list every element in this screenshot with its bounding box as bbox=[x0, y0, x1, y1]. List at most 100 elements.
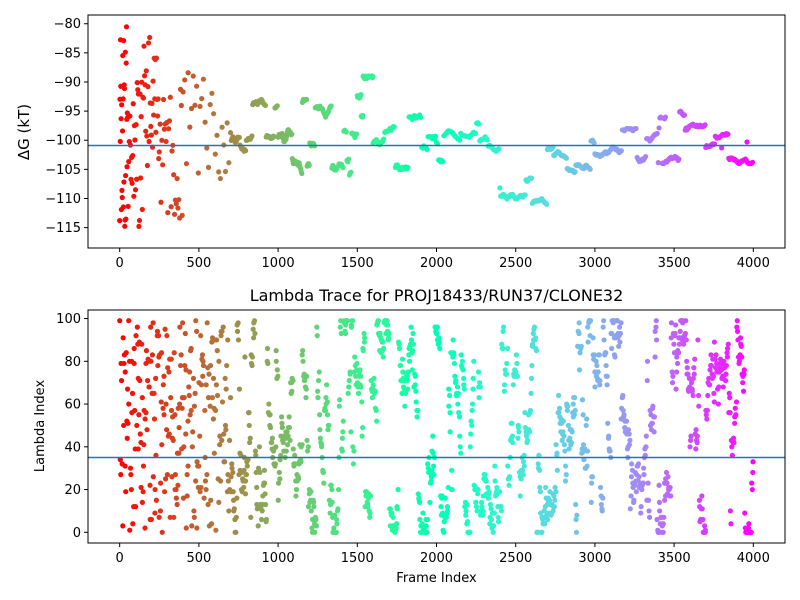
delta-g-point bbox=[151, 112, 157, 118]
lambda-point bbox=[573, 501, 579, 508]
lambda-point bbox=[371, 375, 377, 382]
delta-g-point bbox=[175, 205, 181, 211]
lambda-point bbox=[638, 510, 644, 516]
lambda-point bbox=[293, 486, 300, 493]
lambda-point bbox=[186, 384, 192, 390]
lambda-point bbox=[217, 433, 223, 439]
lambda-point bbox=[434, 324, 440, 330]
lambda-point bbox=[537, 484, 543, 491]
delta-g-point bbox=[134, 80, 140, 86]
lambda-point bbox=[468, 418, 474, 424]
lambda-point bbox=[603, 350, 609, 356]
lambda-point bbox=[419, 521, 425, 527]
lambda-point bbox=[688, 433, 694, 439]
lambda-point bbox=[470, 375, 476, 382]
lambda-point bbox=[246, 410, 252, 416]
lambda-point bbox=[314, 324, 320, 330]
lambda-point bbox=[470, 386, 476, 392]
lambda-point bbox=[257, 469, 263, 476]
lambda-point bbox=[380, 339, 386, 345]
lambda-point bbox=[461, 386, 467, 392]
lambda-point bbox=[242, 354, 248, 360]
lambda-point bbox=[313, 516, 319, 523]
lambda-point bbox=[413, 388, 419, 394]
lambda-point bbox=[166, 369, 172, 375]
lambda-point bbox=[162, 326, 168, 332]
lambda-point bbox=[148, 516, 155, 523]
lambda-point bbox=[250, 326, 256, 332]
lambda-point bbox=[616, 343, 622, 349]
delta-g-point bbox=[125, 203, 131, 210]
delta-g-point bbox=[591, 140, 597, 146]
delta-g-point bbox=[654, 130, 660, 137]
lambda-point bbox=[464, 519, 471, 525]
lambda-point bbox=[469, 422, 475, 429]
lambda-point bbox=[355, 390, 362, 396]
lambda-point bbox=[517, 493, 523, 499]
delta-g-point bbox=[141, 43, 147, 49]
lambda-point bbox=[124, 435, 130, 441]
lambda-point bbox=[686, 375, 692, 382]
lambda-point bbox=[395, 486, 401, 493]
lambda-point bbox=[724, 350, 730, 356]
lambda-point bbox=[334, 521, 340, 527]
lambda-point bbox=[221, 431, 227, 437]
lambda-point bbox=[713, 352, 719, 358]
lambda-point bbox=[287, 437, 293, 443]
delta-g-point bbox=[204, 145, 210, 151]
lambda-point bbox=[574, 512, 580, 518]
delta-g-point bbox=[543, 201, 550, 207]
lambda-point bbox=[669, 369, 675, 375]
delta-g-point bbox=[123, 216, 129, 222]
lambda-point bbox=[202, 478, 209, 484]
lambda-point bbox=[463, 512, 469, 518]
lambda-point bbox=[460, 367, 466, 373]
lambda-point bbox=[188, 407, 194, 414]
lambda-point bbox=[137, 431, 143, 437]
delta-g-point bbox=[345, 156, 352, 162]
lambda-point bbox=[186, 392, 192, 399]
lambda-point bbox=[266, 401, 272, 407]
lambda-x-tick-label: 2500 bbox=[499, 551, 532, 566]
delta-g-point bbox=[158, 199, 164, 205]
lambda-point bbox=[290, 377, 296, 384]
lambda-point bbox=[579, 397, 586, 403]
lambda-point bbox=[447, 392, 453, 399]
delta-g-y-tick-label: −85 bbox=[54, 46, 81, 61]
lambda-point bbox=[247, 435, 253, 441]
lambda-point bbox=[161, 373, 167, 379]
lambda-point bbox=[191, 514, 197, 520]
lambda-point bbox=[541, 508, 547, 514]
lambda-point bbox=[476, 380, 483, 386]
lambda-point bbox=[394, 506, 400, 512]
lambda-point bbox=[668, 320, 675, 326]
lambda-point bbox=[279, 420, 285, 426]
lambda-point bbox=[256, 444, 263, 450]
lambda-point bbox=[207, 403, 213, 409]
lambda-point bbox=[726, 390, 732, 396]
lambda-point bbox=[230, 469, 236, 476]
lambda-point bbox=[488, 506, 494, 512]
lambda-point bbox=[707, 382, 713, 388]
lambda-point bbox=[732, 405, 738, 411]
delta-g-point bbox=[120, 204, 126, 210]
lambda-point bbox=[442, 495, 448, 501]
lambda-point bbox=[152, 510, 158, 516]
lambda-point bbox=[471, 358, 477, 364]
lambda-point bbox=[117, 457, 123, 463]
lambda-point bbox=[436, 335, 442, 341]
lambda-point bbox=[702, 527, 708, 533]
lambda-point bbox=[258, 516, 265, 523]
lambda-point bbox=[184, 471, 190, 478]
lambda-point bbox=[501, 382, 508, 388]
lambda-point bbox=[241, 467, 247, 473]
lambda-point bbox=[214, 392, 221, 399]
lambda-point bbox=[389, 510, 395, 516]
lambda-point bbox=[711, 339, 718, 345]
lambda-point bbox=[502, 367, 508, 373]
lambda-point bbox=[178, 352, 184, 358]
lambda-point bbox=[180, 495, 187, 501]
lambda-point bbox=[683, 337, 689, 343]
lambda-point bbox=[434, 330, 440, 337]
lambda-point bbox=[651, 429, 657, 435]
